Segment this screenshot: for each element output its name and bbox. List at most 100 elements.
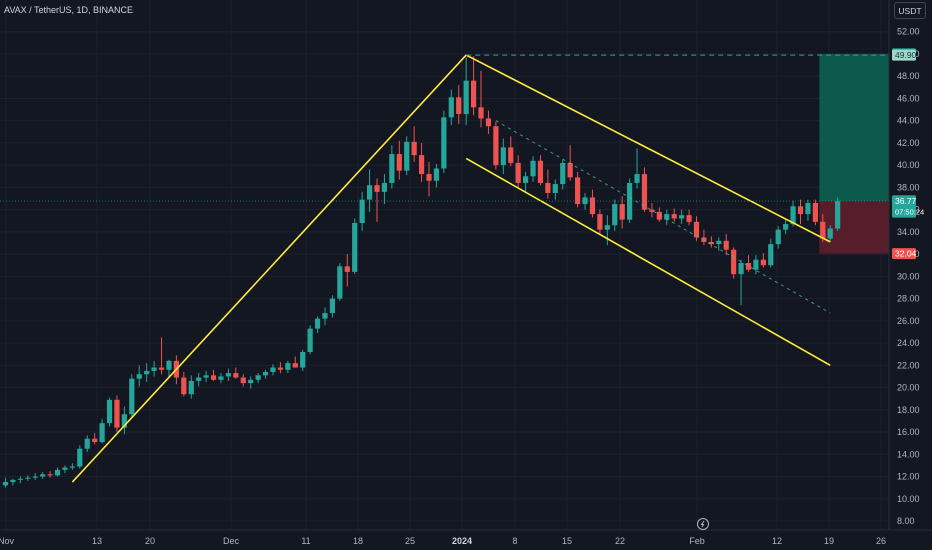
y-tick-label: 38.00 [897, 182, 920, 192]
x-tick-label: 22 [615, 536, 625, 546]
candle-down [708, 241, 714, 245]
x-tick-label: 18 [353, 536, 363, 546]
candle-down [233, 373, 239, 378]
candle-up [738, 263, 744, 275]
y-tick-label: 52.00 [897, 27, 920, 37]
time-axis[interactable]: Nov 13 20 Dec 11 18 25 2024 8 15 22 Feb 12 19 26 [0, 536, 886, 546]
dashed-trend-line[interactable] [495, 120, 831, 314]
price-badge [892, 248, 916, 260]
trend-line[interactable] [465, 157, 831, 367]
candle-down [745, 263, 752, 270]
candle-up [314, 318, 321, 329]
loss-zone[interactable] [819, 201, 889, 254]
candle-up [2, 482, 9, 486]
candle-up [634, 174, 640, 183]
candle-down [485, 118, 492, 127]
trend-line[interactable] [465, 54, 831, 243]
candle-up [300, 351, 306, 368]
candle-down [411, 141, 417, 156]
candle-down [731, 249, 737, 275]
candle-up [835, 201, 841, 229]
candle-up [352, 222, 358, 272]
candle-down [277, 367, 284, 370]
candle-up [248, 379, 254, 384]
x-tick-label: 19 [824, 536, 834, 546]
price-badge-label: 36.77 [895, 196, 917, 206]
candle-down [158, 367, 165, 370]
replay-icon[interactable] [697, 518, 709, 530]
candle-up [366, 185, 373, 200]
candle-down [820, 221, 826, 239]
drawing-overlays[interactable] [0, 54, 889, 483]
candle-up [40, 474, 46, 477]
candle-up [389, 154, 395, 183]
y-tick-label: 26.00 [897, 316, 920, 326]
candle-down [92, 438, 98, 443]
y-tick-label: 16.00 [897, 427, 920, 437]
candle-up [225, 373, 231, 377]
candle-up [337, 266, 343, 299]
trend-line[interactable] [71, 54, 467, 483]
y-tick-label: 8.00 [897, 516, 915, 526]
symbol-title: AVAX / TetherUS, 1D, BINANCE [4, 5, 133, 15]
candle-down [396, 154, 402, 171]
candle-down [545, 182, 551, 193]
candle-down [797, 206, 804, 215]
y-tick-label: 14.00 [897, 449, 920, 459]
y-tick-label: 28.00 [897, 294, 920, 304]
candle-down [344, 266, 350, 272]
candle-up [262, 371, 269, 376]
candle-up [62, 467, 68, 470]
candle-up [218, 376, 224, 380]
candle-down [671, 214, 677, 219]
candle-down [693, 221, 700, 238]
candle-up [255, 375, 261, 380]
candle-down [374, 185, 380, 192]
candle-up [441, 117, 447, 169]
candle-down [760, 259, 766, 266]
candle-up [32, 476, 38, 478]
candle-up [270, 367, 276, 372]
candle-up [716, 240, 722, 245]
long-position-tool[interactable] [819, 53, 889, 254]
x-tick-label: 11 [301, 536, 310, 546]
candle-down [456, 97, 462, 115]
candle-up [448, 97, 454, 118]
candle-up [433, 168, 440, 181]
candle-up [827, 228, 833, 239]
candle-up [783, 224, 789, 230]
candle-up [307, 328, 313, 352]
x-tick-label: Nov [0, 536, 14, 546]
candle-up [604, 225, 610, 230]
candle-down [478, 107, 484, 119]
candle-up [25, 477, 31, 479]
candle-up [121, 414, 127, 428]
candle-up [753, 259, 759, 270]
candle-up [679, 215, 685, 219]
y-tick-label: 20.00 [897, 383, 920, 393]
price-axis[interactable]: 8.00 10.00 12.00 14.00 16.00 18.00 20.00 22.00 2… [897, 27, 920, 526]
candle-up [775, 229, 781, 245]
x-tick-label: 13 [92, 536, 102, 546]
candle-up [560, 162, 566, 185]
candle-down [114, 399, 120, 428]
x-tick-label: 26 [876, 536, 886, 546]
candle-up [17, 478, 23, 480]
candle-down [656, 211, 662, 220]
candle-up [552, 184, 558, 193]
candle-down [567, 162, 573, 178]
candle-down [649, 209, 655, 212]
candle-down [181, 377, 187, 395]
y-tick-label: 12.00 [897, 472, 920, 482]
candle-up [359, 199, 365, 223]
candle-up [151, 367, 157, 371]
candle-down [589, 197, 596, 215]
profit-zone[interactable] [819, 53, 889, 202]
candle-down [292, 363, 298, 368]
price-badge [892, 49, 916, 61]
currency-button[interactable]: USDT [894, 2, 926, 19]
candle-up [203, 375, 209, 378]
candle-down [641, 174, 648, 210]
candle-up [106, 399, 113, 424]
